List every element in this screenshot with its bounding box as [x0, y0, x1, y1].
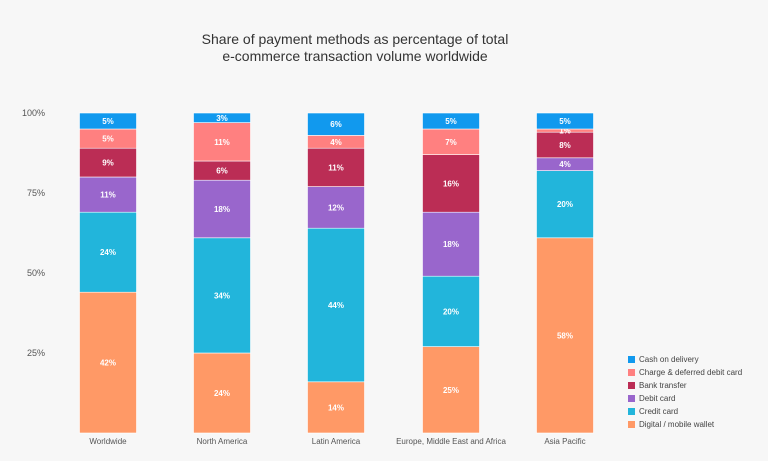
bar-segment: [422, 154, 480, 213]
segment-value-label: 9%: [102, 159, 114, 168]
legend-swatch: [628, 421, 635, 428]
segment-value-label: 8%: [559, 141, 571, 150]
segment-value-label: 58%: [557, 331, 573, 340]
bar-segment: [79, 147, 137, 178]
bar-segment: [422, 346, 480, 434]
bar-segment: [193, 112, 251, 123]
segment-value-label: 24%: [214, 389, 230, 398]
x-tick-label: Latin America: [312, 437, 361, 446]
bar-segment: [193, 352, 251, 434]
bar-segment: [79, 291, 137, 434]
segment-value-label: 5%: [559, 117, 571, 126]
segment-value-label: 42%: [100, 359, 116, 368]
bar-segment: [307, 147, 365, 187]
legend-swatch: [628, 356, 635, 363]
y-tick-label: 75%: [27, 188, 45, 198]
bar-segment: [307, 227, 365, 383]
legend-swatch: [628, 369, 635, 376]
legend-label: Bank transfer: [639, 381, 687, 390]
y-axis: 25% 50% 75% 100%: [22, 108, 45, 358]
legend: Cash on delivery Charge & deferred debit …: [628, 355, 742, 429]
legend-swatch: [628, 382, 635, 389]
segment-value-label: 44%: [328, 301, 344, 310]
segment-value-label: 24%: [100, 248, 116, 257]
segment-value-label: 20%: [443, 307, 459, 316]
segment-value-label: 5%: [445, 117, 457, 126]
x-tick-label: Asia Pacific: [544, 437, 585, 446]
segment-value-label: 5%: [102, 135, 114, 144]
bar-segment: [307, 381, 365, 434]
segment-value-label: 5%: [102, 117, 114, 126]
chart-title-line-1: Share of payment methods as percentage o…: [202, 31, 509, 47]
y-tick-label: 25%: [27, 348, 45, 358]
bar-segment: [193, 237, 251, 354]
segment-value-label: 18%: [443, 240, 459, 249]
segment-value-label: 6%: [330, 120, 342, 129]
bar-segment: [536, 170, 594, 239]
bar-segment: [307, 112, 365, 136]
bar-segment: [536, 112, 594, 130]
y-tick-label: 50%: [27, 268, 45, 278]
segment-value-label: 11%: [328, 163, 344, 172]
bar-segment: [193, 122, 251, 162]
segment-value-label: 4%: [559, 160, 571, 169]
legend-swatch: [628, 408, 635, 415]
segment-value-label: 25%: [443, 386, 459, 395]
segment-value-label: 3%: [216, 114, 228, 123]
bar-segment: [307, 186, 365, 229]
segment-value-label: 14%: [328, 403, 344, 412]
legend-label: Debit card: [639, 394, 675, 403]
segment-value-label: 12%: [328, 203, 344, 212]
x-axis: Worldwide North America Latin America Europ…: [89, 437, 585, 446]
segment-value-label: 7%: [445, 138, 457, 147]
bar-segment: [422, 211, 480, 277]
segment-value-label: 11%: [214, 138, 230, 147]
segment-value-label: 18%: [214, 205, 230, 214]
bars-group: 42% 24% 11% 9% 5% 5% 24% 34% 18% 6% 11% 3% 14% 44% 12%…: [79, 112, 594, 434]
segment-value-label: 34%: [214, 291, 230, 300]
legend-label: Charge & deferred debit card: [639, 368, 742, 377]
legend-label: Credit card: [639, 407, 678, 416]
x-tick-label: North America: [197, 437, 248, 446]
legend-label: Cash on delivery: [639, 355, 699, 364]
segment-value-label: 11%: [100, 191, 116, 200]
legend-swatch: [628, 395, 635, 402]
bar-segment: [79, 211, 137, 293]
y-tick-label: 100%: [22, 108, 45, 118]
segment-value-label: 6%: [216, 167, 228, 176]
bar-segment: [422, 112, 480, 130]
chart-title-line-2: e-commerce transaction volume worldwide: [222, 48, 488, 64]
segment-value-label: 20%: [557, 200, 573, 209]
bar-segment: [193, 179, 251, 239]
bar-segment: [422, 128, 480, 155]
bar-segment: [79, 112, 137, 130]
segment-value-label: 1%: [559, 127, 571, 136]
x-tick-label: Worldwide: [89, 437, 127, 446]
bar-segment: [536, 237, 594, 434]
x-tick-label: Europe, Middle East and Africa: [396, 437, 506, 446]
segment-value-label: 4%: [330, 138, 342, 147]
legend-label: Digital / mobile wallet: [639, 420, 715, 429]
segment-value-label: 16%: [443, 179, 459, 188]
